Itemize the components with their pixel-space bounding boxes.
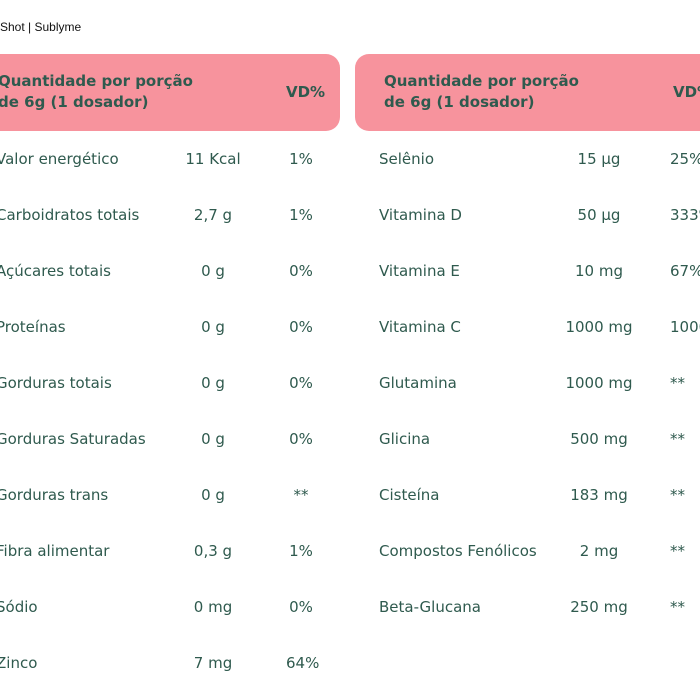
nutrient-amount: 1000 mg bbox=[565, 318, 633, 336]
nutrient-vd: 0% bbox=[289, 262, 313, 280]
nutrient-vd: ** bbox=[670, 486, 685, 504]
left-header-quantity-line2: de 6g (1 dosador) bbox=[0, 93, 149, 111]
table-row: Gorduras Saturadas 0 g 0% bbox=[0, 412, 396, 468]
nutrient-vd: 0% bbox=[289, 374, 313, 392]
table-row: Cisteína 183 mg ** bbox=[379, 468, 700, 524]
nutrient-amount: 2,7 g bbox=[193, 206, 233, 224]
left-header-quantity-line1: Quantidade por porção bbox=[0, 72, 193, 90]
nutrient-name: Gorduras totais bbox=[0, 374, 112, 392]
nutrient-amount: 0,3 g bbox=[193, 542, 233, 560]
nutrient-vd: 0% bbox=[289, 318, 313, 336]
nutrient-amount: 50 µg bbox=[577, 206, 621, 224]
nutrient-amount: 0 g bbox=[201, 318, 225, 336]
nutrient-name: Zinco bbox=[0, 654, 38, 672]
table-row: Compostos Fenólicos 2 mg ** bbox=[379, 524, 700, 580]
nutrient-amount: 2 mg bbox=[579, 542, 619, 560]
nutrient-amount: 7 mg bbox=[193, 654, 233, 672]
nutrient-amount: 11 Kcal bbox=[185, 150, 241, 168]
table-row: Zinco 7 mg 64% bbox=[0, 636, 396, 692]
nutrient-name: Beta-Glucana bbox=[379, 598, 481, 616]
nutrient-name: Compostos Fenólicos bbox=[379, 542, 537, 560]
nutrient-vd: 64% bbox=[286, 654, 320, 672]
nutrient-vd: 0% bbox=[289, 598, 313, 616]
right-table-header: Quantidade por porção de 6g (1 dosador) … bbox=[355, 54, 700, 131]
right-header-quantity: Quantidade por porção de 6g (1 dosador) bbox=[384, 71, 579, 113]
nutrient-amount: 15 µg bbox=[577, 150, 621, 168]
right-nutrition-table: Selênio 15 µg 25% Vitamina D 50 µg 333% Vita… bbox=[379, 132, 700, 636]
nutrient-vd: ** bbox=[293, 486, 309, 504]
nutrient-amount: 0 mg bbox=[193, 598, 233, 616]
table-row: Fibra alimentar 0,3 g 1% bbox=[0, 524, 396, 580]
nutrient-amount: 250 mg bbox=[570, 598, 628, 616]
nutrient-amount: 500 mg bbox=[570, 430, 628, 448]
nutrient-name: Vitamina E bbox=[379, 262, 460, 280]
table-row: Gorduras trans 0 g ** bbox=[0, 468, 396, 524]
nutrient-name: Selênio bbox=[379, 150, 434, 168]
nutrient-name: Açúcares totais bbox=[0, 262, 111, 280]
right-header-vd: VD% bbox=[673, 83, 700, 101]
table-row: Glutamina 1000 mg ** bbox=[379, 356, 700, 412]
nutrient-vd: 1% bbox=[289, 542, 313, 560]
nutrient-amount: 0 g bbox=[201, 262, 225, 280]
nutrient-name: Gorduras trans bbox=[0, 486, 109, 504]
page-title: Shot | Sublyme bbox=[0, 20, 82, 34]
nutrient-vd: 1% bbox=[289, 150, 313, 168]
table-row: Selênio 15 µg 25% bbox=[379, 132, 700, 188]
nutrient-name: Fibra alimentar bbox=[0, 542, 110, 560]
left-header-quantity: Quantidade por porção de 6g (1 dosador) bbox=[0, 71, 193, 113]
table-row: Glicina 500 mg ** bbox=[379, 412, 700, 468]
table-row: Vitamina E 10 mg 67% bbox=[379, 244, 700, 300]
left-nutrition-table: Valor energético 11 Kcal 1% Carboidratos t… bbox=[0, 132, 396, 692]
table-row: Vitamina C 1000 mg 1000% bbox=[379, 300, 700, 356]
nutrient-name: Vitamina D bbox=[379, 206, 462, 224]
nutrient-name: Valor energético bbox=[0, 150, 119, 168]
nutrient-vd: ** bbox=[670, 430, 685, 448]
nutrient-vd: 67% bbox=[670, 262, 700, 280]
table-row: Gorduras totais 0 g 0% bbox=[0, 356, 396, 412]
nutrient-name: Cisteína bbox=[379, 486, 440, 504]
nutrient-amount: 0 g bbox=[201, 374, 225, 392]
nutrient-amount: 1000 mg bbox=[565, 374, 633, 392]
table-row: Açúcares totais 0 g 0% bbox=[0, 244, 396, 300]
nutrient-amount: 0 g bbox=[201, 486, 225, 504]
nutrient-name: Carboidratos totais bbox=[0, 206, 140, 224]
nutrient-vd: 0% bbox=[289, 430, 313, 448]
nutrient-amount: 183 mg bbox=[570, 486, 628, 504]
table-row: Vitamina D 50 µg 333% bbox=[379, 188, 700, 244]
nutrient-name: Sódio bbox=[0, 598, 38, 616]
table-row: Sódio 0 mg 0% bbox=[0, 580, 396, 636]
nutrient-amount: 10 mg bbox=[575, 262, 623, 280]
nutrient-vd: 333% bbox=[670, 206, 700, 224]
nutrient-vd: 25% bbox=[670, 150, 700, 168]
nutrient-vd: ** bbox=[670, 542, 685, 560]
nutrient-name: Proteínas bbox=[0, 318, 66, 336]
left-header-vd: VD% bbox=[286, 83, 326, 101]
table-row: Carboidratos totais 2,7 g 1% bbox=[0, 188, 396, 244]
nutrient-vd: ** bbox=[670, 598, 685, 616]
right-header-quantity-line1: Quantidade por porção bbox=[384, 72, 579, 90]
nutrient-name: Glicina bbox=[379, 430, 431, 448]
right-header-quantity-line2: de 6g (1 dosador) bbox=[384, 93, 535, 111]
table-row: Valor energético 11 Kcal 1% bbox=[0, 132, 396, 188]
nutrient-name: Gorduras Saturadas bbox=[0, 430, 146, 448]
left-table-header: Quantidade por porção de 6g (1 dosador) … bbox=[0, 54, 340, 131]
nutrient-name: Vitamina C bbox=[379, 318, 461, 336]
nutrient-amount: 0 g bbox=[201, 430, 225, 448]
table-row: Beta-Glucana 250 mg ** bbox=[379, 580, 700, 636]
nutrient-vd: ** bbox=[670, 374, 685, 392]
nutrient-vd: 1000% bbox=[670, 318, 700, 336]
table-row: Proteínas 0 g 0% bbox=[0, 300, 396, 356]
nutrient-vd: 1% bbox=[289, 206, 313, 224]
nutrient-name: Glutamina bbox=[379, 374, 457, 392]
